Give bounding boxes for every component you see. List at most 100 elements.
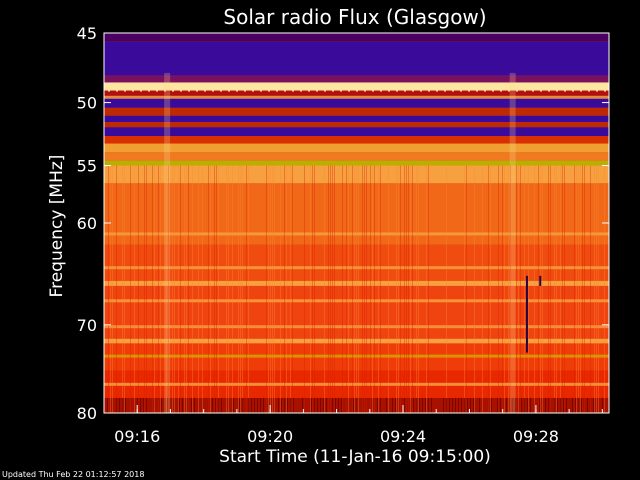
frequency-line [104, 354, 609, 358]
interference-dot [436, 82, 438, 92]
noise-stripe [110, 165, 111, 413]
interference-dot [604, 82, 606, 92]
noise-spike [239, 397, 240, 413]
noise-spike [122, 397, 123, 413]
interference-dot [596, 82, 598, 92]
noise-spike [125, 397, 126, 413]
noise-spike [281, 397, 282, 413]
noise-stripe [596, 165, 597, 413]
interference-dot [460, 82, 462, 92]
noise-stripe [578, 165, 579, 413]
noise-spike [515, 397, 516, 413]
noise-stripe [354, 165, 355, 413]
interference-dot [556, 82, 558, 92]
interference-dot [388, 82, 390, 92]
noise-spike [293, 397, 294, 413]
interference-dot [156, 82, 158, 92]
interference-dot [300, 82, 302, 92]
interference-dot [108, 82, 110, 92]
burst-spike [539, 275, 542, 286]
noise-stripe [342, 165, 343, 413]
noise-stripe [304, 165, 305, 413]
interference-dot [204, 82, 206, 92]
noise-spike [413, 397, 414, 413]
noise-stripe [108, 165, 109, 413]
noise-stripe [574, 165, 575, 413]
frequency-line [104, 299, 609, 303]
noise-stripe [518, 165, 519, 413]
noise-spike [335, 397, 336, 413]
noise-spike [548, 397, 549, 413]
interference-dot [412, 82, 414, 92]
noise-spike [317, 397, 318, 413]
noise-stripe [266, 165, 267, 413]
noise-stripe [482, 165, 483, 413]
noise-stripe [240, 165, 241, 413]
interference-dot [316, 82, 318, 92]
x-axis-label: Start Time (11-Jan-16 09:15:00) [219, 447, 491, 467]
noise-stripe [502, 165, 503, 413]
interference-dot [260, 82, 262, 92]
interference-dot [340, 82, 342, 92]
interference-dot [172, 82, 174, 92]
noise-stripe [396, 165, 397, 413]
interference-dot [212, 82, 214, 92]
noise-spike [506, 397, 507, 413]
x-tick-label: 09:24 [380, 427, 426, 446]
noise-spike [386, 397, 387, 413]
noise-stripe [400, 165, 401, 413]
noise-stripe [152, 165, 153, 413]
noise-stripe [398, 165, 399, 413]
noise-stripe [540, 165, 541, 413]
x-tick-label: 09:20 [247, 427, 293, 446]
interference-dot [324, 82, 326, 92]
noise-stripe [272, 165, 273, 413]
interference-dot [124, 82, 126, 92]
noise-stripe [404, 165, 405, 413]
x-axis: 09:16 09:20 09:24 09:28 [114, 405, 603, 446]
noise-spike [572, 397, 573, 413]
noise-stripe [406, 165, 407, 413]
interference-dot [244, 82, 246, 92]
interference-dot [236, 82, 238, 92]
frequency-band [104, 115, 609, 123]
noise-stripe [112, 165, 113, 413]
noise-stripe [284, 165, 285, 413]
noise-stripe [124, 165, 125, 413]
noise-stripe [490, 165, 491, 413]
interference-dot [364, 82, 366, 92]
noise-stripe [582, 165, 583, 413]
noise-stripe [180, 165, 181, 413]
noise-stripe [446, 165, 447, 413]
frequency-line [104, 232, 609, 236]
noise-stripe [594, 165, 595, 413]
frequency-band [104, 33, 609, 42]
noise-stripe [528, 165, 529, 413]
interference-dot [524, 82, 526, 92]
interference-dot [516, 82, 518, 92]
noise-spike [461, 397, 462, 413]
noise-stripe [510, 165, 511, 413]
interference-dot [372, 82, 374, 92]
noise-spike [119, 397, 120, 413]
noise-spike [284, 397, 285, 413]
interference-dot [348, 82, 350, 92]
noise-spike [146, 397, 147, 413]
frequency-band [104, 160, 609, 166]
noise-spike [467, 397, 468, 413]
noise-spike [431, 397, 432, 413]
noise-spike [377, 397, 378, 413]
noise-spike [470, 397, 471, 413]
noise-stripe [184, 165, 185, 413]
noise-spike [425, 397, 426, 413]
interference-dot [508, 82, 510, 92]
frequency-band [104, 75, 609, 83]
frequency-band [104, 41, 609, 76]
interference-dot [148, 82, 150, 92]
noise-stripe [488, 165, 489, 413]
noise-spike [473, 397, 474, 413]
noise-stripe [274, 165, 275, 413]
noise-spike [500, 397, 501, 413]
noise-spike [161, 397, 162, 413]
noise-spike [320, 397, 321, 413]
